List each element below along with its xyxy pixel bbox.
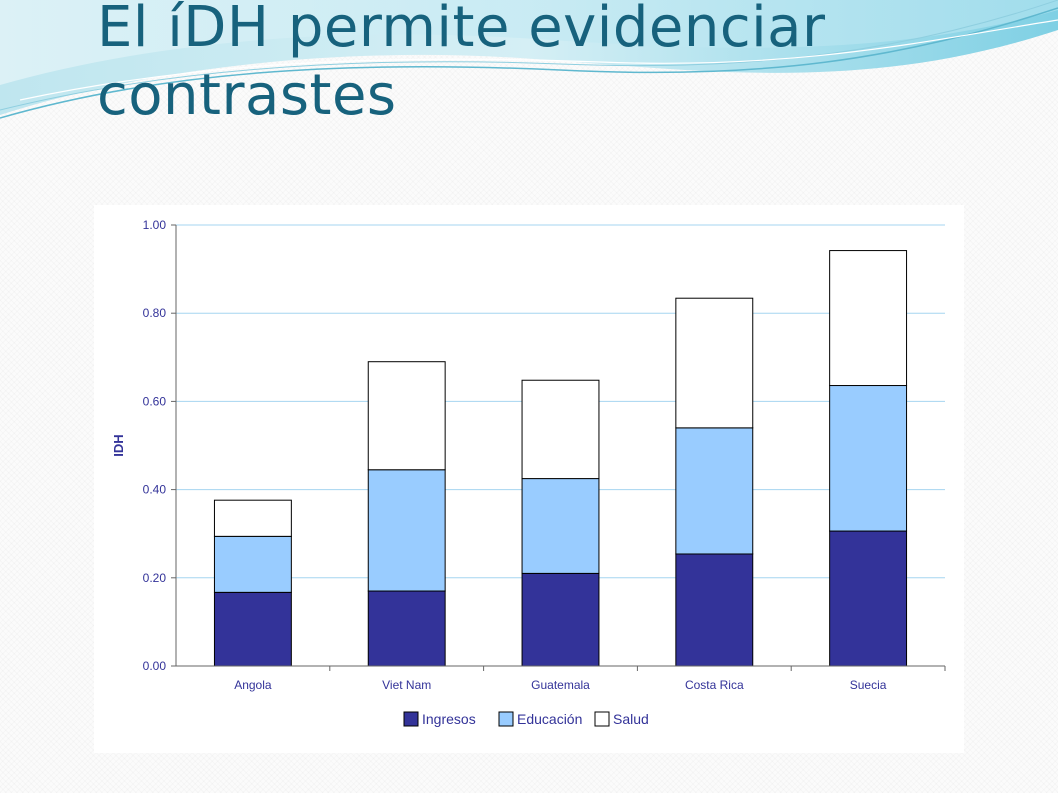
bar-segment-educaci-n xyxy=(521,478,600,574)
bar-segment-ingresos xyxy=(829,530,908,667)
legend-swatch xyxy=(403,711,419,727)
bar-segment-ingresos xyxy=(675,553,754,667)
bar-segment-ingresos xyxy=(521,572,600,667)
x-tick-label: Guatemala xyxy=(531,678,590,692)
bar-segment-educaci-n xyxy=(367,469,446,592)
chart-panel: 0.00 0.20 0.40 0.60 0.80 1.00 IDH Angola Viet Na… xyxy=(94,205,964,753)
legend-label: Ingresos xyxy=(422,711,476,727)
x-tick-label: Suecia xyxy=(850,678,887,692)
legend: Ingresos Educación Salud xyxy=(403,711,649,727)
legend-label: Educación xyxy=(517,711,582,727)
y-tick-label: 0.80 xyxy=(143,306,167,320)
legend-label: Salud xyxy=(613,711,649,727)
legend-swatch xyxy=(594,711,610,727)
bar-segment-salud xyxy=(829,250,908,387)
legend-swatch xyxy=(498,711,514,727)
bar-segment-salud xyxy=(521,379,600,480)
y-tick-label: 0.40 xyxy=(143,483,167,497)
header-swoosh-decoration xyxy=(0,0,1058,119)
x-tick-label: Costa Rica xyxy=(685,678,744,692)
y-tick-label: 0.00 xyxy=(143,659,167,673)
bars xyxy=(213,250,908,667)
axes: 0.00 0.20 0.40 0.60 0.80 1.00 IDH Angola Viet Na… xyxy=(111,218,946,692)
x-tick-label: Viet Nam xyxy=(382,678,431,692)
bar-segment-ingresos xyxy=(213,591,292,667)
y-tick-label: 0.60 xyxy=(143,394,167,408)
slide-title: El íDH permite evidenciar contrastes xyxy=(97,0,826,128)
stacked-bar-chart: 0.00 0.20 0.40 0.60 0.80 1.00 IDH Angola Viet Na… xyxy=(111,218,946,727)
y-tick-label: 1.00 xyxy=(143,218,167,232)
bar-segment-salud xyxy=(213,499,292,537)
bar-segment-educaci-n xyxy=(675,427,754,555)
bar-segment-educaci-n xyxy=(829,385,908,532)
y-tick-label: 0.20 xyxy=(143,571,167,585)
bar-segment-ingresos xyxy=(367,590,446,667)
bar-segment-salud xyxy=(675,297,754,429)
x-tick-label: Angola xyxy=(234,678,272,692)
y-axis-label: IDH xyxy=(111,434,126,456)
bar-segment-educaci-n xyxy=(213,535,292,593)
bar-segment-salud xyxy=(367,361,446,471)
